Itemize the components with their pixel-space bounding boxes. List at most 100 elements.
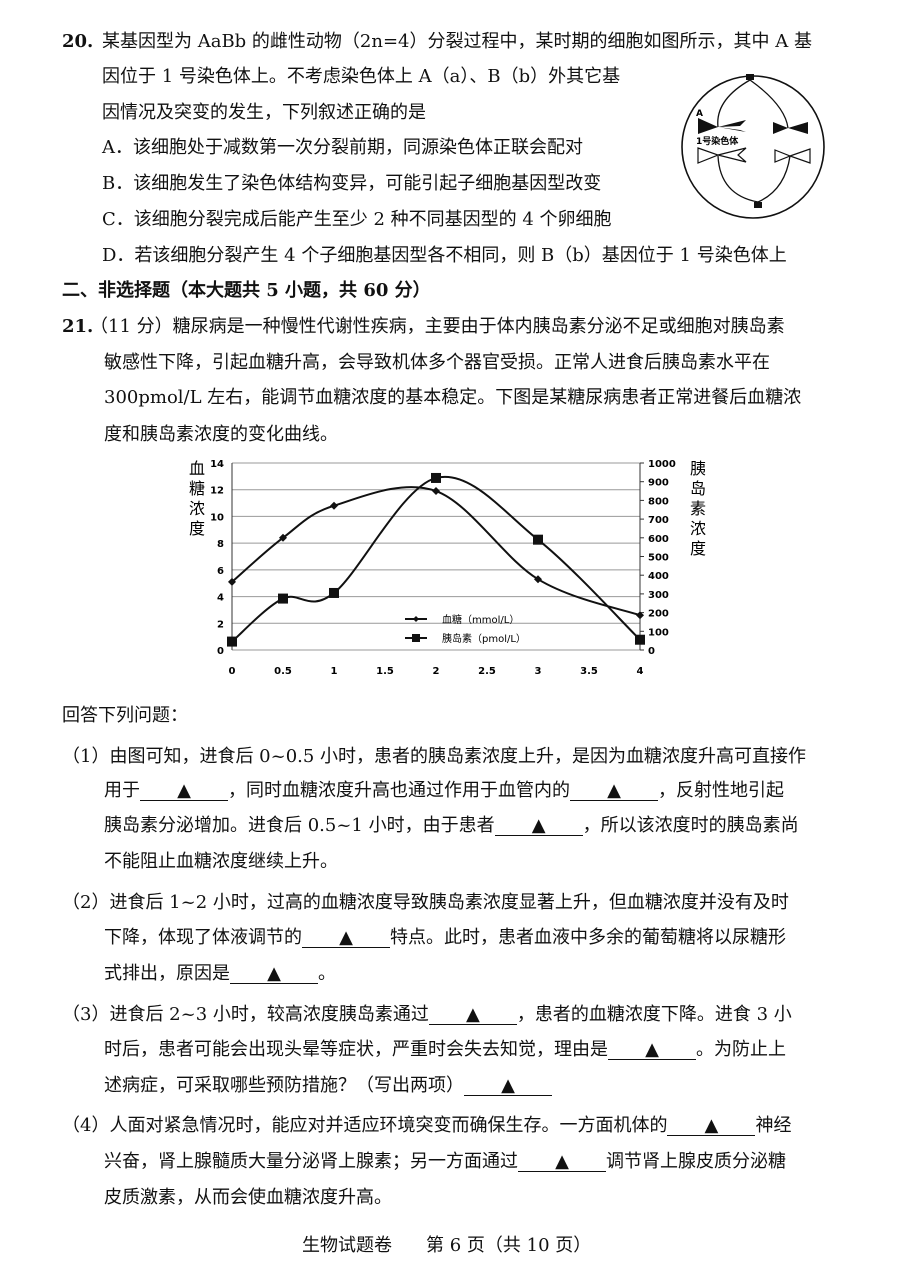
part-1-line: 不能阻止血糖浓度继续上升。 [104,851,338,873]
text-segment: 调节肾上腺皮质分泌糖 [606,1151,786,1172]
text-segment: ，患者的血糖浓度下降。进食 3 小 [516,1004,792,1025]
legend-label: 胰岛素（pmol/L） [442,632,526,645]
answer-blank[interactable]: ▲ [518,1153,606,1172]
text-segment: （3）进食后 2~3 小时，较高浓度胰岛素通过 [62,1004,429,1025]
subject-label: 生物试题卷 [302,1235,392,1256]
text-segment: 不能阻止血糖浓度继续上升。 [104,851,338,872]
y-tick-label: 12 [210,486,224,497]
data-point-diamond [534,575,542,584]
question-20-stem: 某基因型为 AaBb 的雌性动物（2n=4）分裂过程中，某时期的细胞如图所示，其… [102,31,812,53]
chromosome-light-right [774,148,811,164]
text-segment: 特点。此时，患者血液中多余的葡萄糖将以尿糖形 [390,927,786,948]
text-segment: 某基因型为 AaBb 的雌性动物（2n=4）分裂过程中，某时期的细胞如图所示，其… [102,31,812,52]
centrosome-top [746,74,754,80]
y2-tick-label: 100 [648,627,669,638]
text-segment: 式排出，原因是 [104,963,230,984]
spindle [717,79,791,203]
text-segment: ，同时血糖浓度升高也通过作用于血管内的 [228,780,570,801]
text-segment: （4）人面对紧急情况时，能应对并适应环境突变而确保生存。一方面机体的 [62,1115,668,1136]
y-tick-label: 6 [217,566,224,577]
data-point-diamond [432,487,440,496]
x-tick-label: 2 [433,666,440,677]
legend-label: 血糖（mmol/L） [442,613,519,626]
text-segment: 因位于 1 号染色体上。不考虑染色体上 A（a）、B（b）外其它基 [102,66,621,87]
part-3-line: 述病症，可采取哪些预防措施？（写出两项） ▲ [104,1075,552,1097]
y2-tick-label: 1000 [648,459,676,470]
centrosome-bottom [754,202,762,208]
option-A: A．该细胞处于减数第一次分裂前期，同源染色体正联会配对 [102,137,583,158]
chromosome-label: 1号染色体 [696,135,739,147]
y-axis-label-char: 血 [189,459,205,478]
text-segment: 下降，体现了体液调节的 [104,927,302,948]
text-segment: 皮质激素，从而会使血糖浓度升高。 [104,1187,392,1208]
data-point-square [431,472,441,483]
answer-blank[interactable]: ▲ [570,782,658,801]
answer-blank[interactable]: ▲ [608,1041,696,1060]
option-D: D．若该细胞分裂产生 4 个子细胞基因型各不相同，则 B（b）基因位于 1 号染… [102,245,787,266]
y-tick-label: 0 [217,646,224,657]
data-point-square [227,636,237,647]
option-B: B．该细胞发生了染色体结构变异，可能引起子细胞基因型改变 [102,173,602,194]
question-21-intro: （11 分）糖尿病是一种慢性代谢性疾病，主要由于体内胰岛素分泌不足或细胞对胰岛素 [90,316,785,337]
text-segment: 时后，患者可能会出现头晕等症状，严重时会失去知觉，理由是 [104,1039,608,1060]
data-point-diamond [636,611,644,620]
y-axis-label-char: 度 [189,519,205,538]
question-20-number: 20. [62,31,93,53]
y2-tick-label: 400 [648,571,669,582]
text-segment: 胰岛素分泌增加。进食后 0.5~1 小时，由于患者 [104,815,495,836]
answer-blank[interactable]: ▲ [302,929,390,948]
text-segment: 神经 [755,1115,792,1136]
answer-blank[interactable]: ▲ [464,1077,552,1096]
part-1-line: 用于 ▲ ，同时血糖浓度升高也通过作用于血管内的 ▲ ，反射性地引起 [104,780,784,802]
y-tick-label: 4 [217,593,224,604]
x-tick-label: 0 [229,666,236,677]
option-C: C．该细胞分裂完成后能产生至少 2 种不同基因型的 4 个卵细胞 [102,209,612,230]
y-tick-label: 10 [210,512,224,523]
text-segment: ，所以该浓度时的胰岛素尚 [582,815,799,836]
y2-tick-label: 200 [648,609,669,620]
answer-blank[interactable]: ▲ [140,782,228,801]
x-tick-label: 1 [331,666,338,677]
data-point-diamond [279,533,287,542]
footer: 生物试题卷 第 6 页（共 10 页） [302,1235,591,1257]
text-segment: 。 [318,963,336,984]
x-tick-label: 3.5 [580,666,598,677]
question-21-intro: 度和胰岛素浓度的变化曲线。 [104,424,338,445]
chromosome-light-left [697,147,747,164]
data-point-square [329,587,339,598]
question-21-number: 21. [62,316,93,338]
text-segment: （2）进食后 1~2 小时，过高的血糖浓度导致胰岛素浓度显著上升，但血糖浓度并没… [62,892,789,913]
answer-blank[interactable]: ▲ [667,1117,756,1136]
y2-tick-label: 500 [648,553,669,564]
x-tick-label: 1.5 [376,666,394,677]
question-20-stem: 因情况及突变的发生，下列叙述正确的是 [102,102,426,124]
answer-blank[interactable]: ▲ [230,965,318,984]
y2-axis-label-char: 胰 [690,459,706,478]
legend-marker-diamond [413,616,419,622]
part-3-line: （3）进食后 2~3 小时，较高浓度胰岛素通过 ▲ ，患者的血糖浓度下降。进食 3 … [62,1004,792,1026]
answer-blank[interactable]: ▲ [494,817,583,836]
text-segment: 述病症，可采取哪些预防措施？（写出两项） [104,1075,464,1096]
data-point-diamond [228,577,236,586]
legend-marker-square [412,634,420,642]
answer-blank[interactable]: ▲ [428,1006,517,1025]
part-2-line: 式排出，原因是 ▲。 [104,963,336,985]
part-4-line: 皮质激素，从而会使血糖浓度升高。 [104,1187,392,1209]
question-21-intro: 敏感性下降，引起血糖升高，会导致机体多个器官受损。正常人进食后胰岛素水平在 [104,352,770,373]
y2-axis-label-char: 岛 [690,479,706,498]
part-2-line: 下降，体现了体液调节的 ▲ 特点。此时，患者血液中多余的葡萄糖将以尿糖形 [104,927,786,949]
data-point-diamond [330,501,338,510]
x-tick-label: 2.5 [478,666,496,677]
part-1-line: 胰岛素分泌增加。进食后 0.5~1 小时，由于患者 ▲ ，所以该浓度时的胰岛素尚 [104,815,799,837]
cell-division-figure: A 1号染色体 [681,74,825,219]
cell-membrane [681,75,825,219]
text-segment: 用于 [104,780,140,801]
chromosome-1-dark [698,118,746,134]
data-point-square [635,634,645,645]
part-2-line: （2）进食后 1~2 小时，过高的血糖浓度导致胰岛素浓度显著上升，但血糖浓度并没… [62,892,789,914]
text-segment: （1）由图可知，进食后 0~0.5 小时，患者的胰岛素浓度上升，是因为血糖浓度升… [62,746,807,767]
gene-label: A [696,109,703,119]
answer-prompt: 回答下列问题： [62,705,188,726]
part-3-line: 时后，患者可能会出现头晕等症状，严重时会失去知觉，理由是 ▲ 。为防止上 [104,1039,786,1061]
glucose-insulin-chart: 0246810121401002003004005006007008009001… [189,459,706,677]
